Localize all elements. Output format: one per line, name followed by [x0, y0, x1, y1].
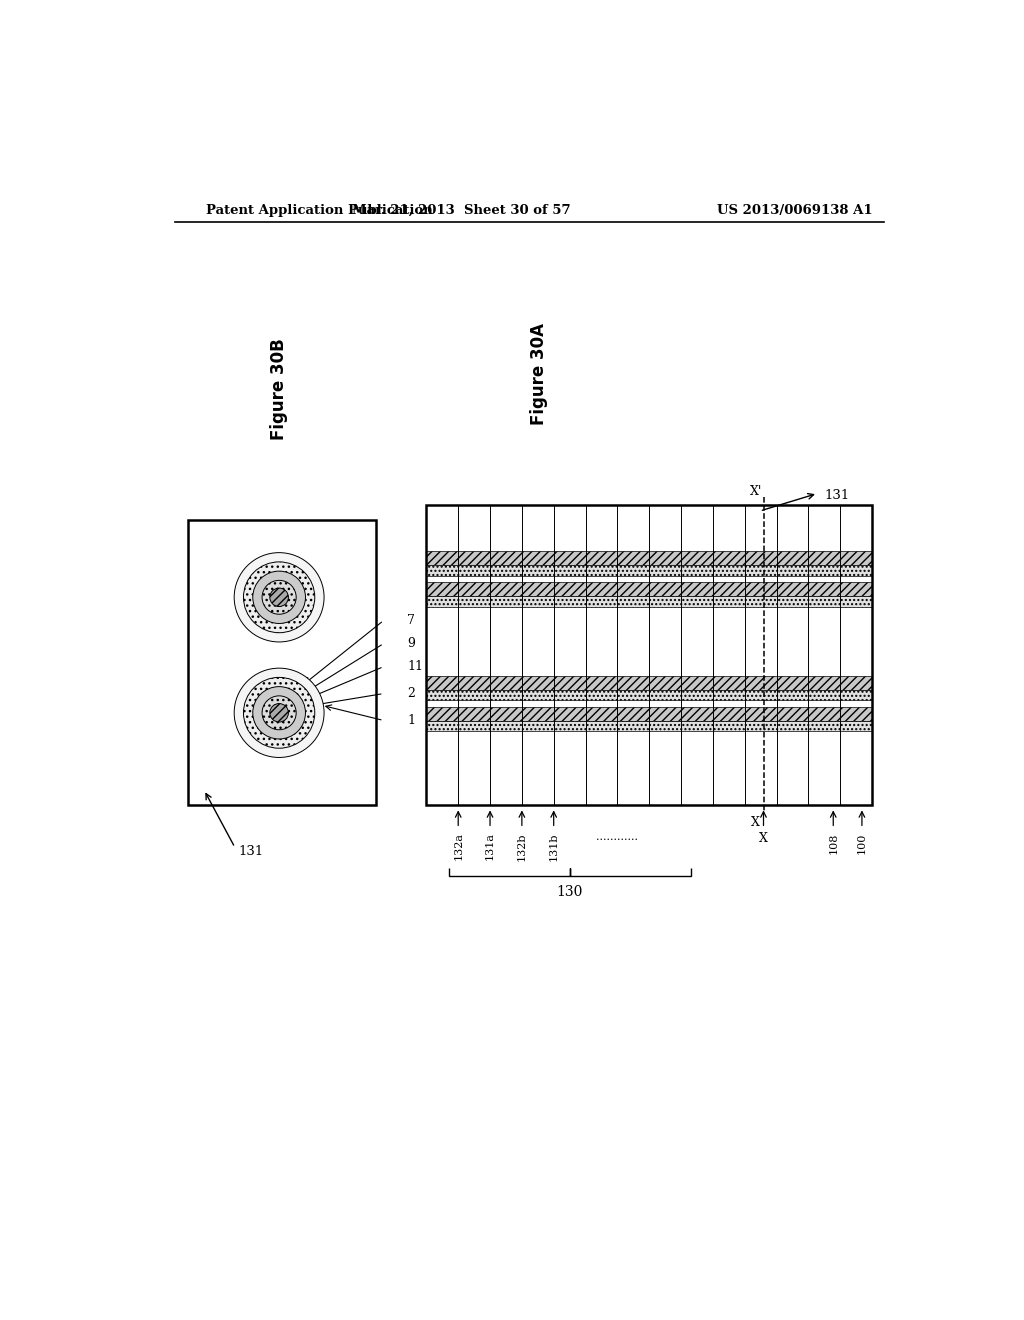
Text: X: X [759, 832, 768, 845]
Bar [426, 552, 872, 565]
Circle shape [244, 677, 314, 748]
Text: Mar. 21, 2013  Sheet 30 of 57: Mar. 21, 2013 Sheet 30 of 57 [352, 205, 570, 218]
Bar [426, 706, 872, 721]
Text: 11: 11 [407, 660, 423, 673]
Circle shape [234, 668, 324, 758]
Bar [188, 520, 376, 805]
Bar [426, 595, 872, 607]
Circle shape [270, 704, 289, 722]
Text: 2: 2 [407, 686, 415, 700]
Bar [426, 506, 872, 805]
Text: X: X [752, 816, 760, 829]
Text: Figure 30B: Figure 30B [270, 338, 288, 441]
Bar [426, 721, 872, 731]
Circle shape [262, 696, 296, 730]
Text: 108: 108 [828, 832, 839, 854]
Text: 100: 100 [857, 832, 867, 854]
Text: X': X' [750, 484, 762, 498]
Text: 131a: 131a [485, 832, 495, 861]
Circle shape [253, 686, 305, 739]
Circle shape [234, 553, 324, 642]
Bar [426, 582, 872, 595]
Circle shape [270, 589, 289, 607]
Text: 131b: 131b [549, 832, 559, 861]
Text: 131: 131 [239, 845, 264, 858]
Circle shape [244, 562, 314, 632]
Text: Patent Application Publication: Patent Application Publication [206, 205, 432, 218]
Text: 7: 7 [407, 614, 415, 627]
Text: 9: 9 [407, 638, 415, 649]
Bar [426, 689, 872, 701]
Text: ............: ............ [596, 832, 638, 842]
Text: 1: 1 [407, 714, 415, 727]
Bar [426, 565, 872, 576]
Circle shape [253, 572, 305, 623]
Text: Figure 30A: Figure 30A [529, 323, 548, 425]
Text: 132a: 132a [454, 832, 463, 861]
Text: US 2013/0069138 A1: US 2013/0069138 A1 [717, 205, 872, 218]
Text: 131: 131 [824, 490, 849, 502]
Bar [426, 676, 872, 689]
Text: 130: 130 [556, 886, 583, 899]
Text: 132b: 132b [517, 832, 527, 861]
Circle shape [262, 581, 296, 614]
